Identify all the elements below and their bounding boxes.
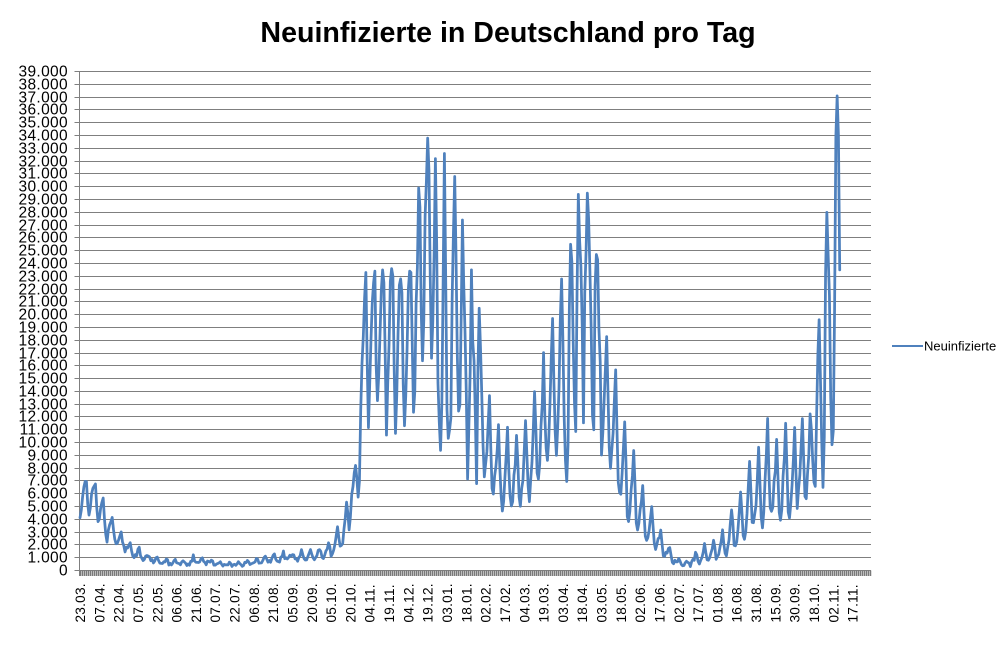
svg-text:Neuinfizierte in Deutschland p: Neuinfizierte in Deutschland pro Tag (260, 17, 755, 49)
svg-text:22.05.: 22.05. (150, 583, 165, 622)
svg-text:28.000: 28.000 (18, 205, 68, 222)
svg-text:2.000: 2.000 (27, 537, 68, 554)
svg-text:05.10.: 05.10. (324, 583, 339, 622)
svg-text:36.000: 36.000 (18, 102, 68, 119)
svg-text:5.000: 5.000 (27, 499, 68, 516)
svg-text:19.03.: 19.03. (537, 583, 552, 622)
svg-text:07.07.: 07.07. (208, 583, 223, 622)
svg-text:33.000: 33.000 (18, 141, 68, 158)
svg-text:14.000: 14.000 (18, 384, 68, 401)
svg-text:06.08.: 06.08. (247, 583, 262, 622)
svg-text:34.000: 34.000 (18, 128, 68, 145)
svg-text:29.000: 29.000 (18, 192, 68, 209)
svg-text:32.000: 32.000 (18, 154, 68, 171)
svg-text:15.000: 15.000 (18, 371, 68, 388)
svg-text:26.000: 26.000 (18, 230, 68, 247)
svg-text:19.11.: 19.11. (382, 584, 397, 622)
svg-text:18.10.: 18.10. (807, 583, 822, 622)
svg-text:30.000: 30.000 (18, 179, 68, 196)
svg-text:27.000: 27.000 (18, 218, 68, 235)
svg-text:Neuinfizierte: Neuinfizierte (924, 339, 996, 354)
svg-text:20.09.: 20.09. (305, 583, 320, 622)
svg-text:1.000: 1.000 (27, 550, 68, 567)
svg-text:19.000: 19.000 (18, 320, 68, 337)
svg-text:20.10.: 20.10. (343, 583, 358, 622)
svg-text:23.000: 23.000 (18, 269, 68, 286)
svg-text:03.05.: 03.05. (595, 583, 610, 622)
svg-text:18.000: 18.000 (18, 333, 68, 350)
svg-text:03.04.: 03.04. (556, 583, 571, 622)
svg-text:35.000: 35.000 (18, 115, 68, 132)
svg-text:17.07.: 17.07. (691, 583, 706, 622)
svg-text:04.03.: 04.03. (517, 583, 532, 622)
svg-text:02.07.: 02.07. (672, 583, 687, 622)
svg-text:19.12.: 19.12. (421, 583, 436, 622)
svg-text:22.04.: 22.04. (112, 583, 127, 622)
svg-text:31.08.: 31.08. (749, 583, 764, 622)
svg-text:6.000: 6.000 (27, 486, 68, 503)
svg-text:23.03.: 23.03. (73, 583, 88, 622)
svg-text:16.000: 16.000 (18, 358, 68, 375)
svg-text:18.01.: 18.01. (459, 583, 474, 622)
svg-text:8.000: 8.000 (27, 461, 68, 478)
svg-text:21.000: 21.000 (18, 294, 68, 311)
svg-text:06.06.: 06.06. (170, 583, 185, 622)
svg-text:01.08.: 01.08. (710, 583, 725, 622)
svg-text:21.08.: 21.08. (266, 583, 281, 622)
svg-text:25.000: 25.000 (18, 243, 68, 260)
svg-text:4.000: 4.000 (27, 512, 68, 529)
svg-text:24.000: 24.000 (18, 256, 68, 273)
svg-text:02.02.: 02.02. (479, 583, 494, 622)
svg-text:04.12.: 04.12. (401, 583, 416, 622)
svg-text:17.02.: 17.02. (498, 583, 513, 622)
svg-text:37.000: 37.000 (18, 90, 68, 107)
svg-text:21.06.: 21.06. (189, 583, 204, 622)
svg-text:0: 0 (59, 563, 68, 580)
svg-text:31.000: 31.000 (18, 166, 68, 183)
svg-text:11.000: 11.000 (20, 422, 68, 439)
svg-text:7.000: 7.000 (27, 473, 68, 490)
svg-text:16.08.: 16.08. (730, 583, 745, 622)
svg-text:30.09.: 30.09. (788, 583, 803, 622)
svg-text:22.000: 22.000 (18, 282, 68, 299)
svg-text:07.04.: 07.04. (92, 583, 107, 622)
svg-text:12.000: 12.000 (18, 409, 68, 426)
svg-text:13.000: 13.000 (18, 397, 68, 414)
svg-text:3.000: 3.000 (27, 525, 68, 542)
svg-text:10.000: 10.000 (18, 435, 68, 452)
svg-text:15.09.: 15.09. (768, 583, 783, 622)
svg-text:04.11.: 04.11. (363, 584, 378, 622)
svg-text:39.000: 39.000 (18, 64, 68, 81)
svg-text:17.11.: 17.11. (846, 584, 861, 622)
svg-text:17.06.: 17.06. (652, 583, 667, 622)
svg-text:03.01.: 03.01. (440, 583, 455, 622)
svg-text:02.11.: 02.11. (826, 584, 841, 622)
svg-text:07.05.: 07.05. (131, 583, 146, 622)
svg-text:18.05.: 18.05. (614, 583, 629, 622)
svg-text:38.000: 38.000 (18, 77, 68, 94)
svg-text:05.09.: 05.09. (285, 583, 300, 622)
svg-text:18.04.: 18.04. (575, 583, 590, 622)
svg-text:02.06.: 02.06. (633, 583, 648, 622)
svg-text:9.000: 9.000 (27, 448, 68, 465)
svg-text:20.000: 20.000 (18, 307, 68, 324)
svg-text:17.000: 17.000 (18, 346, 68, 363)
svg-text:22.07.: 22.07. (228, 583, 243, 622)
